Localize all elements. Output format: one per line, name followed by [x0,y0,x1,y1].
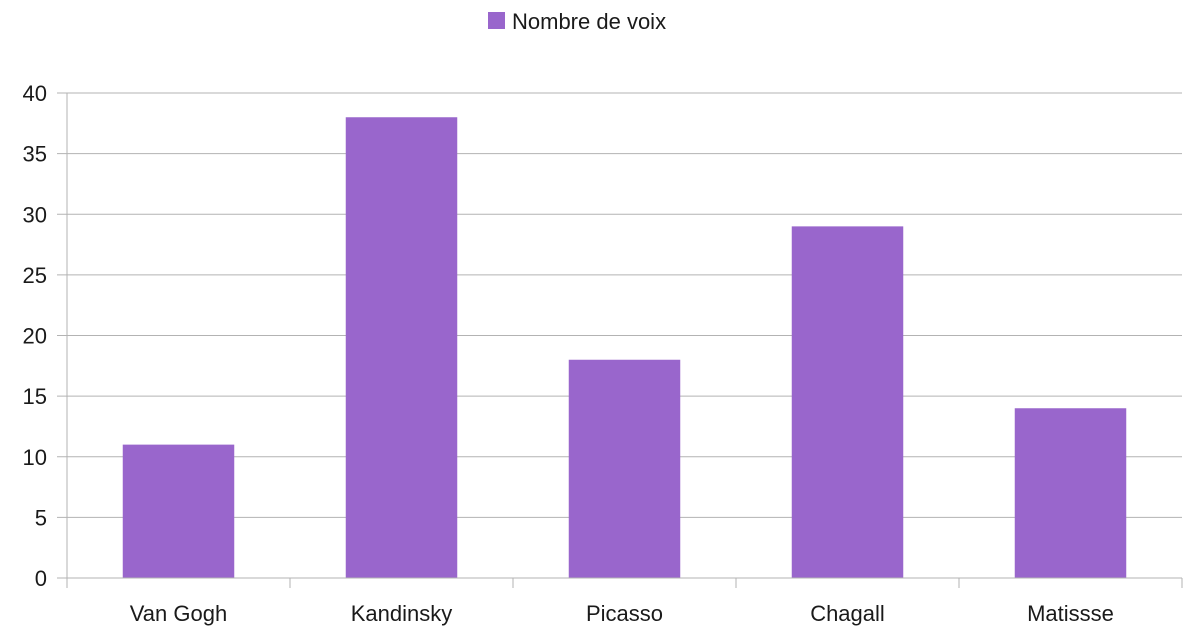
x-tick-label: Matissse [1027,601,1114,626]
x-tick-label: Van Gogh [130,601,227,626]
legend-label: Nombre de voix [512,9,666,34]
x-tick-label: Chagall [810,601,885,626]
y-tick-label: 30 [23,202,47,227]
y-axis: 0 5 10 15 20 25 30 35 40 [23,81,68,591]
gridlines [57,92,1182,579]
x-tick-label: Kandinsky [351,601,453,626]
bar-kandinsky [345,117,458,578]
y-tick-label: 5 [35,505,47,530]
x-axis: Van Gogh Kandinsky Picasso Chagall Matissse [57,577,1183,626]
bar-picasso [568,359,681,578]
y-tick-label: 25 [23,263,47,288]
y-tick-label: 20 [23,324,47,349]
y-tick-label: 35 [23,142,47,167]
bar-matissse [1014,408,1127,578]
bar-van-gogh [122,444,235,578]
x-tick-label: Picasso [586,601,663,626]
y-tick-label: 0 [35,566,47,591]
bars [122,117,1127,578]
bar-chagall [791,226,904,578]
legend: Nombre de voix [488,9,666,34]
legend-swatch [488,12,505,29]
y-tick-label: 10 [23,445,47,470]
y-tick-label: 15 [23,384,47,409]
y-tick-label: 40 [23,81,47,106]
